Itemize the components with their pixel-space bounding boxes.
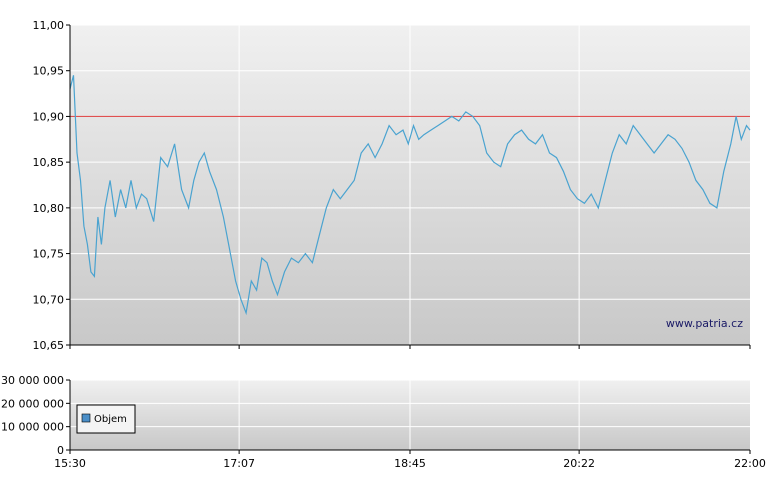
time-x-tick-label: 15:30 [54,457,86,470]
volume-y-tick-label: 0 [57,444,64,457]
price-panel: 10,65 10,70 10,75 10,80 10,85 10,90 10,95 11,00… [33,19,751,352]
time-x-tick-label: 17:07 [223,457,255,470]
time-x-tick-label: 18:45 [394,457,426,470]
price-y-axis: 10,65 10,70 10,75 10,80 10,85 10,90 10,95 11,00 [33,19,70,352]
volume-y-tick-label: 20 000 000 [1,397,64,410]
price-series-line [69,75,751,316]
price-y-tick-label: 10,95 [33,65,65,78]
volume-y-axis: 0 10 000 000 20 000 000 30 000 000 [1,374,70,457]
volume-panel: 0 10 000 000 20 000 000 30 000 000 15:30 17:… [1,374,766,470]
price-y-tick-label: 10,65 [33,339,65,352]
price-y-tick-label: 11,00 [33,19,65,32]
price-grid [70,24,750,345]
legend: Objem [76,404,136,434]
volume-y-tick-label: 10 000 000 [1,421,64,434]
price-x-ticks [69,345,751,349]
price-y-tick-label: 10,90 [33,110,65,123]
price-y-tick-label: 10,80 [33,202,65,215]
watermark-annotation: www.patria.cz [666,317,743,330]
time-x-tick-label: 20:22 [563,457,595,470]
volume-y-tick-label: 30 000 000 [1,374,64,387]
legend-label: Objem [94,414,127,425]
price-y-tick-label: 10,85 [33,156,65,169]
legend-swatch [81,413,91,423]
volume-grid [70,379,750,450]
time-x-axis: 15:30 17:07 18:45 20:22 22:00 [54,450,766,470]
price-y-tick-label: 10,70 [33,293,65,306]
time-x-tick-label: 22:00 [734,457,766,470]
price-y-tick-label: 10,75 [33,248,65,261]
